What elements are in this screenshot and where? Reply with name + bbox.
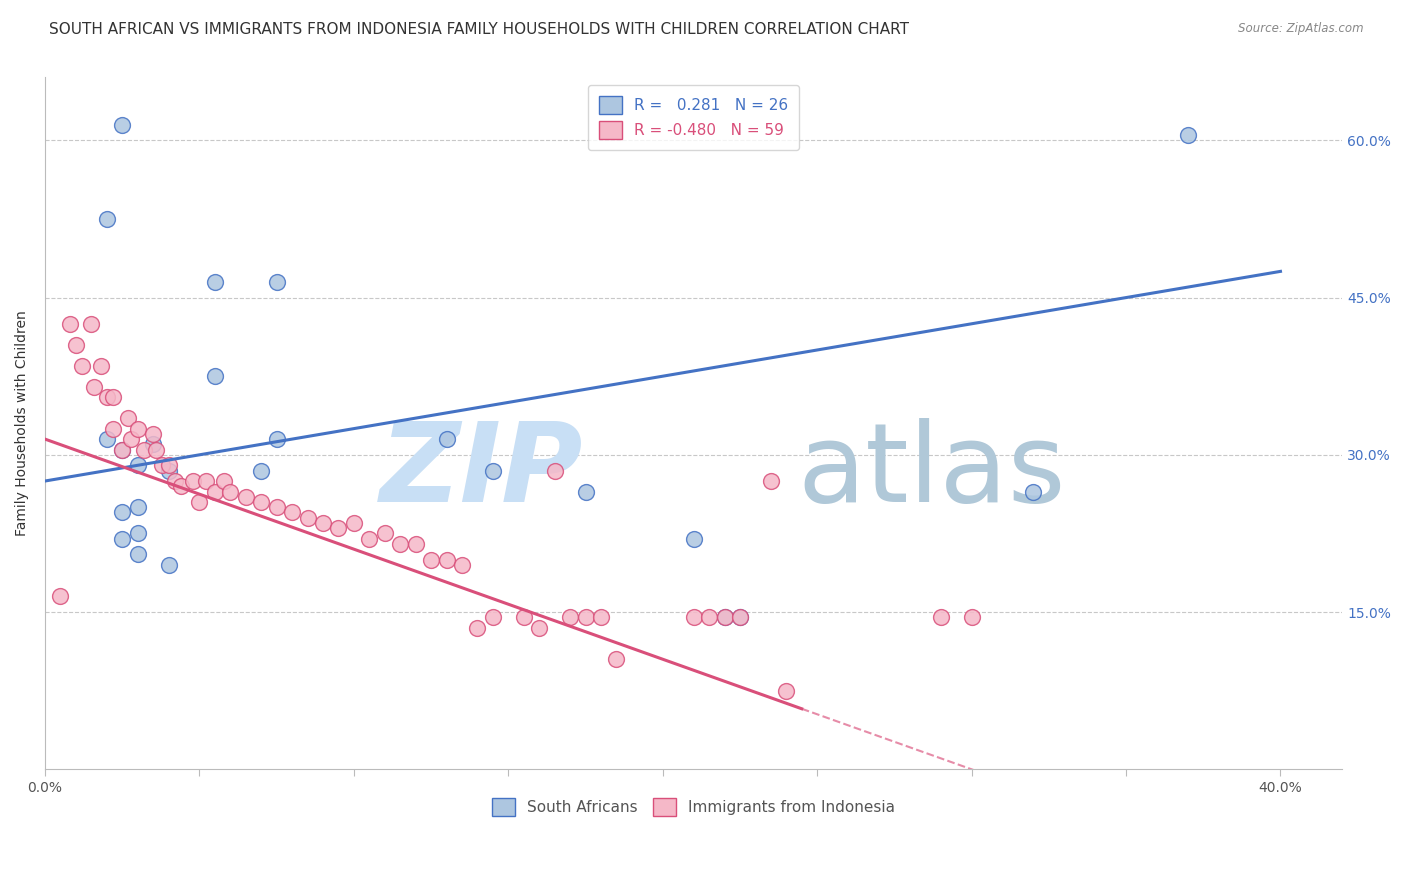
Point	[482, 464, 505, 478]
Point	[589, 610, 612, 624]
Point	[170, 479, 193, 493]
Point	[1177, 128, 1199, 142]
Point	[574, 484, 596, 499]
Point	[157, 464, 180, 478]
Point	[101, 390, 124, 404]
Point	[212, 474, 235, 488]
Point	[266, 275, 288, 289]
Point	[157, 558, 180, 572]
Point	[389, 537, 412, 551]
Point	[343, 516, 366, 530]
Text: atlas: atlas	[797, 418, 1066, 525]
Point	[558, 610, 581, 624]
Point	[359, 532, 381, 546]
Point	[142, 426, 165, 441]
Point	[111, 118, 134, 132]
Point	[127, 548, 149, 562]
Point	[111, 532, 134, 546]
Point	[266, 500, 288, 515]
Text: ZIP: ZIP	[380, 418, 583, 525]
Point	[250, 495, 273, 509]
Point	[713, 610, 735, 624]
Point	[96, 432, 118, 446]
Point	[120, 432, 142, 446]
Point	[219, 484, 242, 499]
Point	[713, 610, 735, 624]
Point	[59, 317, 82, 331]
Point	[111, 442, 134, 457]
Text: Source: ZipAtlas.com: Source: ZipAtlas.com	[1239, 22, 1364, 36]
Point	[728, 610, 751, 624]
Point	[142, 437, 165, 451]
Point	[281, 506, 304, 520]
Point	[420, 552, 443, 566]
Point	[759, 474, 782, 488]
Point	[697, 610, 720, 624]
Point	[188, 495, 211, 509]
Point	[543, 464, 565, 478]
Text: SOUTH AFRICAN VS IMMIGRANTS FROM INDONESIA FAMILY HOUSEHOLDS WITH CHILDREN CORRE: SOUTH AFRICAN VS IMMIGRANTS FROM INDONES…	[49, 22, 910, 37]
Point	[436, 432, 458, 446]
Point	[204, 369, 226, 384]
Point	[467, 621, 489, 635]
Point	[49, 590, 72, 604]
Point	[101, 422, 124, 436]
Point	[775, 683, 797, 698]
Point	[194, 474, 217, 488]
Point	[728, 610, 751, 624]
Point	[90, 359, 112, 373]
Point	[127, 458, 149, 473]
Point	[682, 532, 704, 546]
Point	[70, 359, 93, 373]
Point	[96, 211, 118, 226]
Point	[1022, 484, 1045, 499]
Point	[482, 610, 505, 624]
Point	[132, 442, 155, 457]
Point	[312, 516, 335, 530]
Point	[163, 474, 186, 488]
Point	[266, 432, 288, 446]
Point	[451, 558, 474, 572]
Point	[512, 610, 534, 624]
Point	[374, 526, 396, 541]
Point	[83, 379, 105, 393]
Point	[960, 610, 983, 624]
Point	[127, 422, 149, 436]
Point	[96, 390, 118, 404]
Point	[157, 458, 180, 473]
Point	[682, 610, 704, 624]
Point	[929, 610, 952, 624]
Point	[297, 510, 319, 524]
Point	[127, 526, 149, 541]
Point	[181, 474, 204, 488]
Point	[204, 275, 226, 289]
Point	[250, 464, 273, 478]
Point	[111, 442, 134, 457]
Legend: South Africans, Immigrants from Indonesia: South Africans, Immigrants from Indonesi…	[485, 790, 903, 824]
Point	[605, 652, 627, 666]
Point	[527, 621, 550, 635]
Point	[235, 490, 257, 504]
Point	[117, 411, 139, 425]
Point	[574, 610, 596, 624]
Point	[65, 337, 87, 351]
Point	[145, 442, 167, 457]
Point	[436, 552, 458, 566]
Point	[328, 521, 350, 535]
Y-axis label: Family Households with Children: Family Households with Children	[15, 310, 30, 536]
Point	[405, 537, 427, 551]
Point	[204, 484, 226, 499]
Point	[80, 317, 103, 331]
Point	[150, 458, 173, 473]
Point	[111, 506, 134, 520]
Point	[127, 500, 149, 515]
